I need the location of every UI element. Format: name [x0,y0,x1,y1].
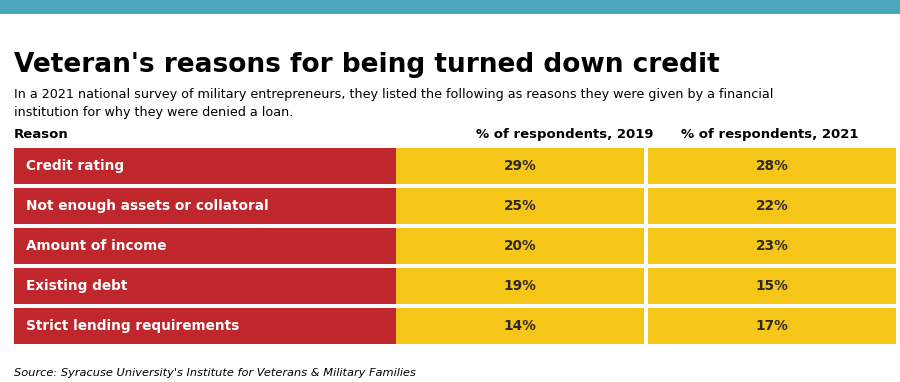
Text: 22%: 22% [756,199,788,213]
Text: 28%: 28% [756,159,788,173]
Bar [396,148,644,184]
Bar [396,188,644,224]
Bar [648,148,896,184]
Bar [14,308,404,344]
Text: In a 2021 national survey of military entrepreneurs, they listed the following a: In a 2021 national survey of military en… [14,88,773,119]
Text: 15%: 15% [756,279,788,293]
Text: 23%: 23% [756,239,788,253]
Text: % of respondents, 2021: % of respondents, 2021 [681,128,859,141]
Text: 14%: 14% [504,319,536,333]
Text: 19%: 19% [504,279,536,293]
Bar [648,188,896,224]
Text: Reason: Reason [14,128,68,141]
Text: 17%: 17% [756,319,788,333]
Text: Veteran's reasons for being turned down credit: Veteran's reasons for being turned down … [14,52,720,78]
Bar [14,188,404,224]
Bar [396,308,644,344]
Bar [396,228,644,264]
Text: 29%: 29% [504,159,536,173]
Text: 20%: 20% [504,239,536,253]
Text: Existing debt: Existing debt [26,279,128,293]
Text: Amount of income: Amount of income [26,239,166,253]
Bar [14,268,404,304]
Text: % of respondents, 2019: % of respondents, 2019 [476,128,653,141]
Text: 25%: 25% [504,199,536,213]
Bar [14,148,404,184]
Bar [648,228,896,264]
Bar [14,228,404,264]
Text: Credit rating: Credit rating [26,159,124,173]
Text: Strict lending requirements: Strict lending requirements [26,319,239,333]
Bar [648,308,896,344]
Bar [0,0,900,14]
Text: Not enough assets or collatoral: Not enough assets or collatoral [26,199,268,213]
Bar [396,268,644,304]
Bar [648,268,896,304]
Text: Source: Syracuse University's Institute for Veterans & Military Families: Source: Syracuse University's Institute … [14,368,416,378]
